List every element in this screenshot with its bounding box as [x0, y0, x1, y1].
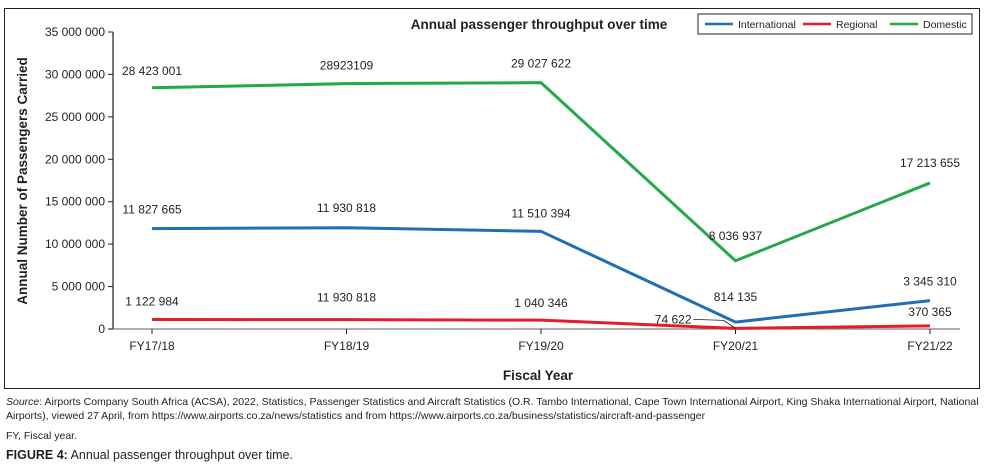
chart-frame: [4, 8, 980, 389]
figure-title: Annual passenger throughput over time.: [67, 448, 293, 462]
data-label-regional: 370 365: [908, 305, 952, 319]
data-label-regional: 1 040 346: [514, 296, 568, 310]
axes: 0 5 000 000 10 000 000 15 000 000 20 000 000…: [45, 25, 960, 353]
y-tick-label: 15 000 000: [45, 195, 105, 209]
series-line-international: [151, 226, 931, 324]
legend-label-international: International: [738, 19, 796, 31]
data-label-regional: 1 122 984: [125, 294, 179, 308]
series-line-domestic: [151, 81, 931, 263]
leader-line: [723, 320, 736, 329]
data-label-international: 11 827 665: [122, 203, 181, 217]
figure-caption: FIGURE 4: Annual passenger throughput ov…: [6, 448, 293, 462]
line-chart: 0 5 000 000 10 000 000 15 000 000 20 000 000…: [15, 13, 973, 383]
data-label-international: 814 135: [714, 290, 758, 304]
y-tick-label: 25 000 000: [45, 110, 105, 124]
source-caption: Source: Airports Company South Africa (A…: [6, 395, 986, 423]
chart-title: Annual passenger throughput over time: [411, 17, 668, 32]
data-label-international: 11 930 818: [317, 201, 376, 215]
data-label-regional: 74 622: [655, 312, 692, 326]
data-label-domestic: 17 213 655: [900, 156, 960, 170]
data-label-domestic: 29 027 622: [511, 57, 571, 71]
x-axis-title: Fiscal Year: [503, 368, 574, 383]
x-tick-label: FY17/18: [129, 339, 175, 353]
x-tick-label: FY21/22: [907, 339, 953, 353]
data-label-regional: 11 930 818: [317, 291, 376, 305]
data-label-domestic: 28923109: [320, 59, 374, 73]
y-tick-label: 35 000 000: [45, 25, 105, 39]
y-tick-label: 5 000 000: [52, 280, 106, 294]
abbreviation-note: FY, Fiscal year.: [6, 430, 77, 442]
figure-number: FIGURE 4:: [6, 448, 68, 462]
legend: International Regional Domestic: [697, 13, 973, 35]
legend-label-regional: Regional: [836, 19, 877, 31]
leader-line: [693, 318, 724, 321]
data-label-domestic: 8 036 937: [709, 229, 763, 243]
y-axis-title: Annual Number of Passengers Carried: [15, 57, 30, 305]
series-line-regional: [151, 317, 931, 330]
legend-box: [697, 13, 973, 35]
data-label-international: 3 345 310: [903, 275, 957, 289]
source-label: Source: [6, 396, 40, 408]
y-tick-label: 0: [98, 322, 105, 336]
y-tick-label: 20 000 000: [45, 152, 105, 166]
y-tick-label: 10 000 000: [45, 237, 105, 251]
y-tick-label: 30 000 000: [45, 67, 105, 81]
legend-label-domestic: Domestic: [923, 19, 967, 31]
data-labels: 28 423 001 28923109 29 027 622 8 036 937 17 …: [122, 57, 960, 329]
series-lines: [151, 81, 931, 330]
data-label-domestic: 28 423 001: [122, 64, 182, 78]
x-tick-label: FY20/21: [713, 339, 759, 353]
x-tick-label: FY19/20: [518, 339, 564, 353]
source-text: : Airports Company South Africa (ACSA), …: [6, 396, 979, 422]
x-tick-label: FY18/19: [324, 339, 370, 353]
data-label-international: 11 510 394: [511, 206, 570, 220]
